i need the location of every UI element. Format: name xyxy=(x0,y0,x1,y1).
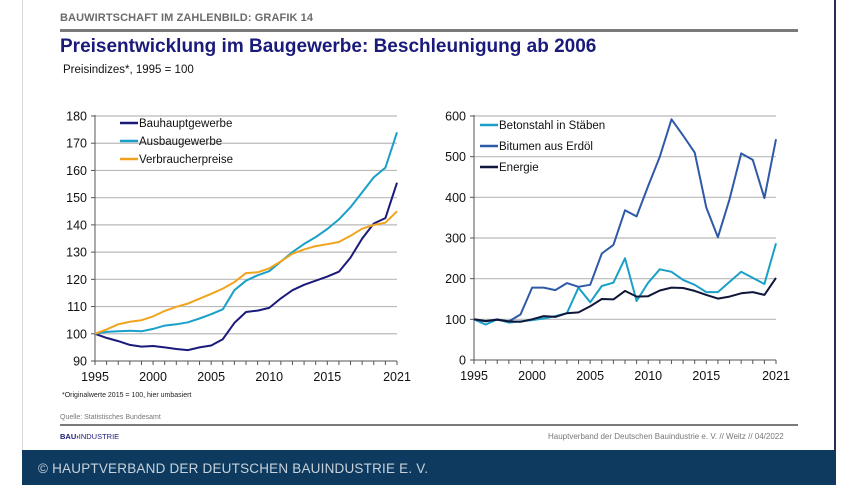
y-tick-label: 140 xyxy=(66,218,87,232)
x-tick-label: 2015 xyxy=(313,370,341,384)
x-tick-label: 1995 xyxy=(460,369,488,383)
y-tick-label: 600 xyxy=(445,110,466,124)
y-tick-label: 120 xyxy=(66,273,87,287)
x-tick-label: 2015 xyxy=(692,369,720,383)
y-tick-label: 180 xyxy=(66,110,87,124)
top-divider xyxy=(60,29,798,32)
y-tick-label: 400 xyxy=(445,191,466,205)
y-tick-label: 90 xyxy=(73,355,87,369)
footnote: *Originalwerte 2015 = 100, hier umbasier… xyxy=(62,392,192,399)
copyright-band xyxy=(22,450,836,485)
copyright-text: © HAUPTVERBAND DER DEUTSCHEN BAUINDUSTRI… xyxy=(38,461,429,476)
x-tick-label: 2000 xyxy=(518,369,546,383)
y-tick-label: 160 xyxy=(66,164,87,178)
series-line-energie xyxy=(473,277,777,323)
chart-panel-1: 90 100 110 120 130 140 150 160 170 180 1995 2000 200… xyxy=(66,110,411,385)
y-tick-label: 200 xyxy=(445,272,466,286)
x-tick-label: 2000 xyxy=(139,370,167,384)
legend-label: Energie xyxy=(499,162,539,174)
series-line-verbraucherpreise xyxy=(94,210,398,335)
source-note: Quelle: Statistisches Bundesamt xyxy=(60,414,161,421)
chart-subtitle: Preisindizes*, 1995 = 100 xyxy=(63,64,194,76)
legend-label: Bauhauptgewerbe xyxy=(139,118,232,130)
y-tick-label: 130 xyxy=(66,246,87,260)
page-title: Preisentwicklung im Baugewerbe: Beschleu… xyxy=(60,36,597,57)
x-tick-label: 2021 xyxy=(383,370,411,384)
kicker-heading: BAUWIRTSCHAFT IM ZAHLENBILD: GRAFIK 14 xyxy=(60,12,314,24)
series-line-betonstahl-in-st-ben xyxy=(473,243,777,326)
series-line-bitumen-aus-erd-l xyxy=(473,118,777,323)
legend-label: Verbraucherpreise xyxy=(139,154,233,166)
y-tick-label: 150 xyxy=(66,191,87,205)
y-tick-label: 300 xyxy=(445,232,466,246)
logo-text: INDUSTRIE xyxy=(78,432,120,441)
credit-line: Hauptverband der Deutschen Bauindustrie … xyxy=(548,432,784,441)
y-tick-label: 100 xyxy=(66,327,87,341)
x-tick-label: 2005 xyxy=(197,370,225,384)
legend-label: Ausbaugewerbe xyxy=(139,136,222,148)
y-tick-label: 500 xyxy=(445,150,466,164)
y-tick-label: 0 xyxy=(459,354,466,368)
series-line-ausbaugewerbe xyxy=(94,131,398,335)
x-tick-label: 2010 xyxy=(255,370,283,384)
chart-panel-2: 0 100 200 300 400 500 600 1995 2000 2005 2010 2015 2… xyxy=(445,110,790,384)
logo-mark-icon: › xyxy=(76,432,79,441)
logo-bold-text: BAU xyxy=(60,432,77,441)
x-tick-label: 1995 xyxy=(81,370,109,384)
x-tick-label: 2005 xyxy=(576,369,604,383)
x-tick-label: 2021 xyxy=(762,369,790,383)
series-line-bauhauptgewerbe xyxy=(94,182,398,352)
bottom-divider xyxy=(60,424,798,426)
bauindustrie-logo: BAU›INDUSTRIE xyxy=(60,432,119,441)
y-tick-label: 100 xyxy=(445,313,466,327)
legend-label: Betonstahl in Stäben xyxy=(499,120,605,132)
y-tick-label: 110 xyxy=(67,300,87,314)
y-tick-label: 170 xyxy=(66,137,87,151)
legend-label: Bitumen aus Erdöl xyxy=(499,141,593,153)
x-tick-label: 2010 xyxy=(634,369,662,383)
